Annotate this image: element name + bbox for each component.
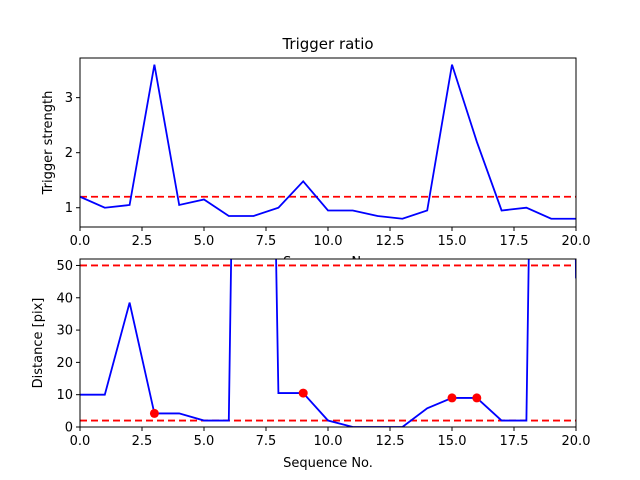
plot-frame-top	[79, 57, 577, 228]
x-tick-label: 0.0	[70, 234, 91, 249]
y-tick-label: 30	[56, 324, 73, 339]
series-line	[80, 64, 576, 220]
plot-area-top	[80, 58, 576, 227]
y-axis-label-bottom: Distance [pix]	[31, 298, 46, 389]
y-tick-label: 50	[56, 259, 73, 274]
trigger-ratio-chart: Trigger ratio 0.0 2.5 5.0 7.5 10.0 12.5 15.0 17…	[41, 35, 590, 270]
plot-frame-bottom	[79, 258, 577, 428]
x-tick-label: 7.5	[256, 434, 277, 449]
bottom-ticks: 0.0 2.5 5.0 7.5 10.0 12.5 15.0 17.5 20.0 0 10 20 30 4…	[56, 259, 590, 449]
x-tick-label: 15.0	[438, 234, 467, 249]
x-tick-label: 10.0	[314, 234, 343, 249]
x-tick-label: 10.0	[314, 434, 343, 449]
x-tick-label: 2.5	[132, 234, 153, 249]
series-line	[80, 259, 576, 427]
x-tick-label: 0.0	[70, 434, 91, 449]
y-tick-label: 2	[65, 146, 73, 161]
data-point-marker	[472, 393, 482, 403]
x-tick-label: 12.5	[376, 434, 405, 449]
data-point-marker	[447, 393, 457, 403]
y-tick-label: 0	[65, 421, 73, 436]
top-series	[80, 64, 576, 220]
x-tick-label: 12.5	[376, 234, 405, 249]
bottom-series	[80, 259, 576, 427]
x-tick-label: 5.0	[194, 234, 215, 249]
distance-chart: 0.0 2.5 5.0 7.5 10.0 12.5 15.0 17.5 20.0 0 10 20 30 4…	[31, 258, 590, 471]
y-axis-label-top: Trigger strength	[41, 91, 56, 196]
x-axis-label-bottom: Sequence No.	[283, 456, 373, 471]
y-tick-label: 40	[56, 291, 73, 306]
y-tick-label: 1	[65, 201, 73, 216]
top-ticks: 0.0 2.5 5.0 7.5 10.0 12.5 15.0 17.5 20.0 1 2 3	[65, 91, 591, 249]
x-tick-label: 7.5	[256, 234, 277, 249]
chart-title: Trigger ratio	[281, 35, 373, 53]
data-point-marker	[149, 408, 159, 418]
y-tick-label: 3	[65, 91, 73, 106]
x-tick-label: 17.5	[500, 434, 529, 449]
x-tick-label: 15.0	[438, 434, 467, 449]
x-tick-label: 2.5	[132, 434, 153, 449]
plot-area-bottom	[80, 259, 576, 427]
data-point-marker	[298, 388, 308, 398]
x-tick-label: 17.5	[500, 234, 529, 249]
x-tick-label: 20.0	[562, 434, 591, 449]
bottom-markers	[149, 388, 482, 418]
x-tick-label: 20.0	[562, 234, 591, 249]
y-tick-label: 20	[56, 356, 73, 371]
y-tick-label: 10	[56, 388, 73, 403]
x-tick-label: 5.0	[194, 434, 215, 449]
